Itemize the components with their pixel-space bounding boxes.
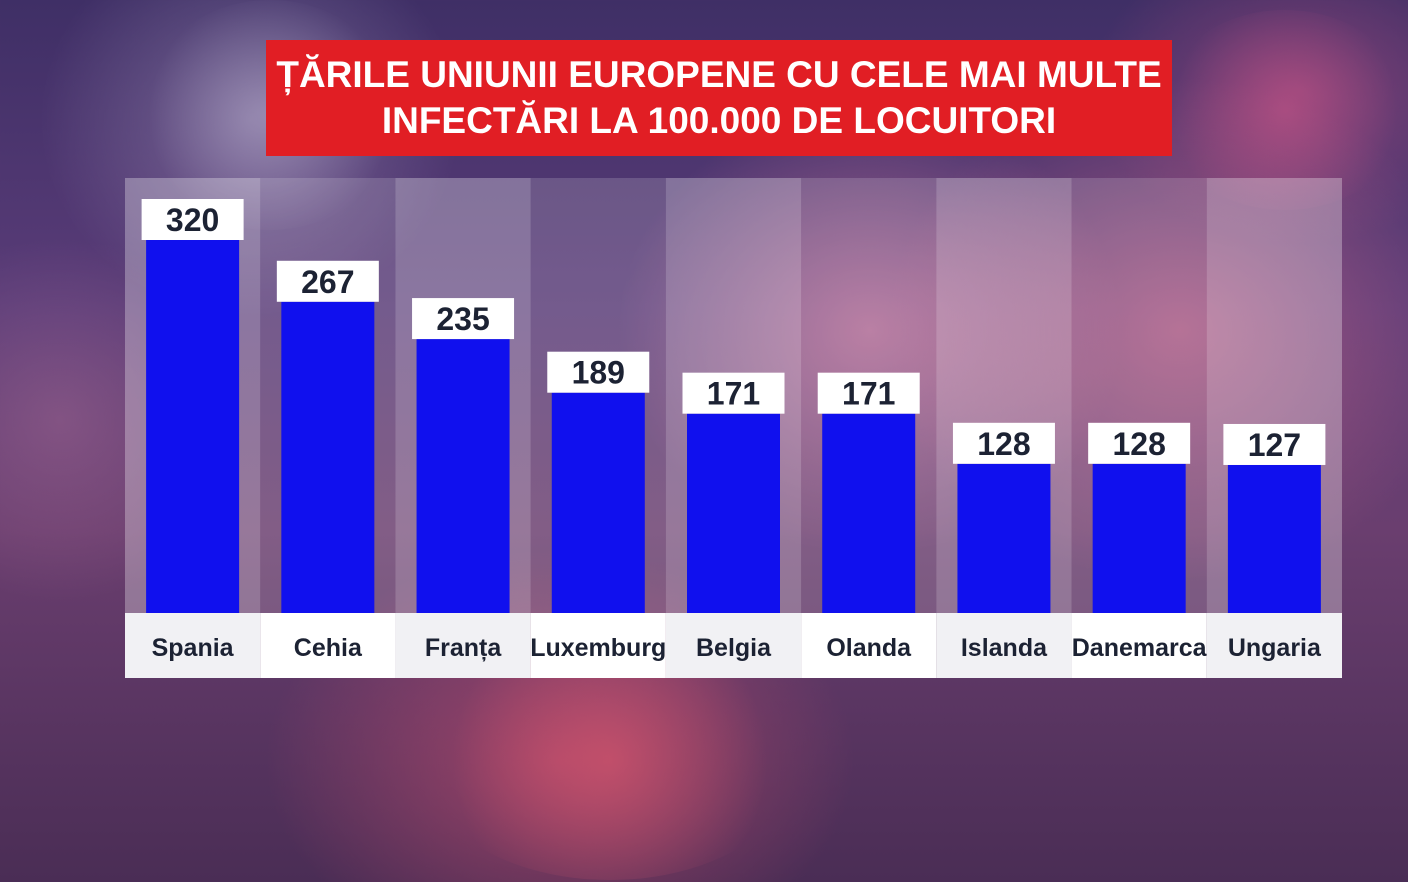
category-labels: Spania Cehia Franța Luxemburg Belgia Olanda Is… <box>125 613 1342 678</box>
category-label-cell <box>260 613 396 678</box>
bar <box>281 301 375 613</box>
value-label: 189 <box>572 355 625 391</box>
chart-title-box: ȚĂRILE UNIUNII EUROPENE CU CELE MAI MULT… <box>266 40 1172 156</box>
value-label: 128 <box>977 426 1030 462</box>
value-label-box <box>276 260 379 302</box>
value-label-box <box>952 422 1055 464</box>
chart-title-line-2: INFECTĂRI LA 100.000 DE LOCUITORI <box>381 100 1057 141</box>
value-label-box <box>817 372 920 414</box>
bar <box>551 392 645 613</box>
value-label-box <box>682 372 785 414</box>
bar <box>416 339 510 613</box>
category-label-cell <box>395 613 531 678</box>
category-label: Olanda <box>826 634 912 662</box>
value-label-box <box>547 351 650 393</box>
category-label-cell <box>1071 613 1207 678</box>
value-label-box <box>412 298 515 340</box>
category-label: Cehia <box>294 634 363 662</box>
category-label-cell <box>530 613 666 678</box>
category-label-cell <box>936 613 1072 678</box>
category-label: Ungaria <box>1228 634 1322 662</box>
bar <box>146 240 240 613</box>
bar <box>687 413 780 613</box>
chart-title-line-1: ȚĂRILE UNIUNII EUROPENE CU CELE MAI MULT… <box>276 54 1162 95</box>
category-label-cell <box>665 613 802 678</box>
value-label: 128 <box>1112 426 1165 462</box>
value-label: 127 <box>1248 427 1301 463</box>
value-labels: 320 267 235 189 171 171 128 128 127 <box>141 199 1326 465</box>
bar <box>957 463 1051 613</box>
bar <box>1092 463 1186 613</box>
bar <box>822 413 916 613</box>
value-label-box <box>1088 422 1191 464</box>
value-label: 320 <box>166 202 219 238</box>
category-label: Franța <box>425 634 503 662</box>
value-label: 171 <box>707 376 760 412</box>
category-label: Spania <box>152 634 235 662</box>
category-label: Islanda <box>961 634 1048 662</box>
category-label-cell <box>125 613 261 678</box>
value-label-box <box>141 199 244 240</box>
value-label: 235 <box>436 301 489 337</box>
category-label: Belgia <box>696 634 772 662</box>
value-label: 171 <box>842 376 895 412</box>
category-label-cell <box>801 613 937 678</box>
category-label: Danemarca <box>1072 634 1208 662</box>
bars <box>146 240 1321 613</box>
value-label-box <box>1223 423 1326 465</box>
category-label: Luxemburg <box>530 634 666 662</box>
bar <box>1227 464 1321 613</box>
value-label: 267 <box>301 264 354 300</box>
category-label-cell <box>1206 613 1342 678</box>
